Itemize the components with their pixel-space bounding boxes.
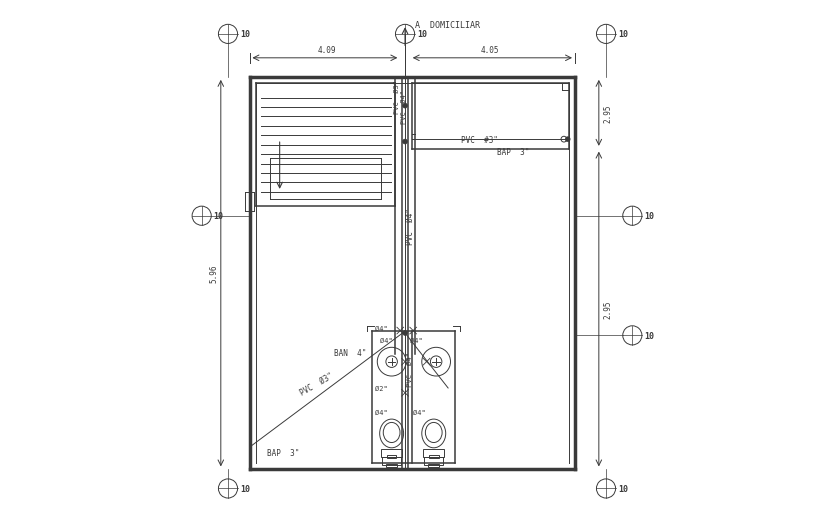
Text: 10: 10 (645, 331, 655, 340)
Bar (387, 456, 396, 459)
Text: 10: 10 (214, 212, 224, 221)
Text: 2.95: 2.95 (604, 300, 613, 319)
Text: BAN  4": BAN 4" (334, 348, 366, 357)
Bar (381, 449, 402, 458)
Text: BAP  3": BAP 3" (267, 448, 299, 457)
Text: Ø2": Ø2" (374, 385, 388, 391)
Text: 10: 10 (417, 31, 427, 39)
Text: 10: 10 (618, 484, 628, 493)
Bar (423, 449, 445, 458)
Text: PVC  Ø4": PVC Ø4" (407, 352, 413, 386)
Text: PVC  Ø4": PVC Ø4" (400, 90, 407, 123)
Text: Ø4": Ø4" (413, 409, 426, 415)
Text: 2.95: 2.95 (604, 104, 613, 123)
Text: 10: 10 (645, 212, 655, 221)
Bar (386, 464, 397, 467)
Text: BAP  3": BAP 3" (496, 147, 529, 156)
Text: PVC  #3": PVC #3" (460, 135, 498, 145)
Circle shape (565, 137, 570, 143)
Text: Ø4": Ø4" (409, 337, 422, 344)
Text: Ø4": Ø4" (374, 326, 388, 331)
Text: PVC  Ø3": PVC Ø3" (299, 371, 334, 397)
Circle shape (403, 140, 408, 145)
Bar (382, 458, 401, 465)
Text: Ø4": Ø4" (374, 409, 388, 415)
Text: 10: 10 (240, 484, 250, 493)
Text: A  DOMICILIAR: A DOMICILIAR (414, 21, 480, 30)
Bar (429, 456, 439, 459)
Text: 10: 10 (240, 31, 250, 39)
Text: PVC  Ø4": PVC Ø4" (405, 207, 414, 244)
Text: 4.05: 4.05 (480, 46, 500, 55)
Circle shape (403, 104, 408, 109)
Bar (428, 464, 440, 467)
Text: 10: 10 (618, 31, 628, 39)
Circle shape (403, 331, 408, 336)
Text: 5.96: 5.96 (209, 264, 219, 283)
Text: Ø4": Ø4" (379, 337, 392, 344)
Text: 4.09: 4.09 (318, 46, 337, 55)
Bar (425, 458, 444, 465)
Text: PVC  Ø3": PVC Ø3" (394, 80, 399, 114)
